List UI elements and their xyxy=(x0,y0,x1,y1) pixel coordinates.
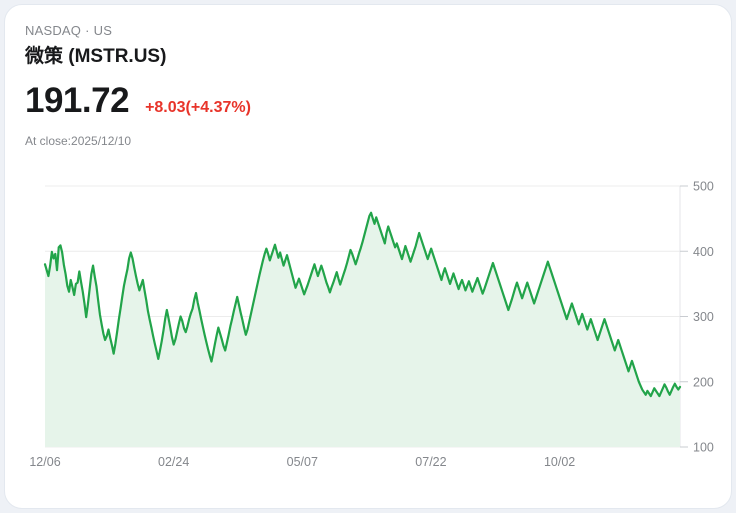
chart-x-axis-labels: 12/06 02/24 05/07 07/22 10/02 xyxy=(29,455,575,469)
price-chart[interactable]: 100 200 300 400 500 12/06 02/24 05/07 07/22 10/0… xyxy=(5,165,732,475)
region-name: US xyxy=(93,23,113,38)
exchange-region-row: NASDAQ · US xyxy=(25,23,711,39)
chart-area-fill xyxy=(45,212,680,447)
chart-y-axis-labels: 100 200 300 400 500 xyxy=(693,180,714,455)
y-axis-tick-label: 200 xyxy=(693,375,714,389)
y-axis-tick-label: 100 xyxy=(693,441,714,455)
y-axis-tick-label: 300 xyxy=(693,310,714,324)
x-axis-tick-label: 12/06 xyxy=(29,455,60,469)
chart-line xyxy=(43,211,682,398)
price-row: 191.72 +8.03(+4.37%) xyxy=(25,81,711,121)
y-axis-tick-label: 400 xyxy=(693,245,714,259)
x-axis-tick-label: 05/07 xyxy=(287,455,318,469)
stock-quote-card: NASDAQ · US 微策 (MSTR.US) 191.72 +8.03(+4.3… xyxy=(4,4,732,509)
y-axis-tick-label: 500 xyxy=(693,180,714,194)
quote-header: NASDAQ · US 微策 (MSTR.US) 191.72 +8.03(+4.3… xyxy=(25,23,711,149)
separator-dot: · xyxy=(85,23,90,38)
price-chart-svg[interactable]: 100 200 300 400 500 12/06 02/24 05/07 07/22 10/0… xyxy=(5,165,732,475)
x-axis-tick-label: 07/22 xyxy=(415,455,446,469)
exchange-name: NASDAQ xyxy=(25,23,82,38)
price-change: +8.03(+4.37%) xyxy=(145,99,251,116)
x-axis-tick-label: 02/24 xyxy=(158,455,189,469)
x-axis-tick-label: 10/02 xyxy=(544,455,575,469)
last-price: 191.72 xyxy=(25,81,130,120)
page-title: 微策 (MSTR.US) xyxy=(25,46,167,67)
at-close-timestamp: At close:2025/12/10 xyxy=(25,134,132,148)
chart-y-tick-marks xyxy=(680,185,688,448)
